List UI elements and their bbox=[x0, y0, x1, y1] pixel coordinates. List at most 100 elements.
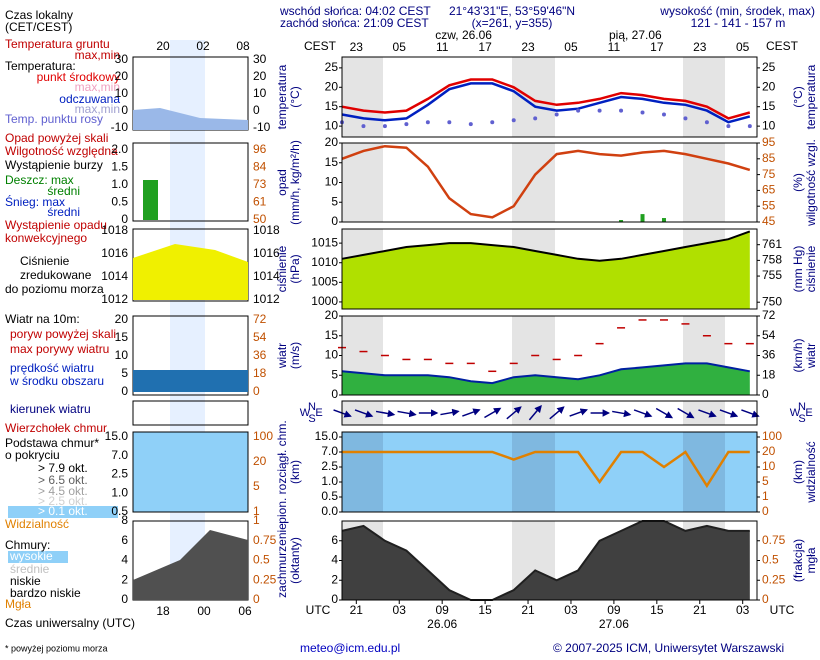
mini-tick-label: 1.0 bbox=[111, 485, 128, 499]
legend-text: Podstawa chmur* bbox=[5, 436, 99, 450]
legend-text: (CET/CEST) bbox=[5, 20, 72, 34]
mini-tick-label: 10 bbox=[115, 348, 129, 362]
series-dot bbox=[726, 124, 731, 129]
legend-text: odczuwana bbox=[59, 92, 120, 106]
legend-text: Wystąpienie burzy bbox=[5, 158, 103, 172]
mini-tick-label: 1018 bbox=[253, 223, 280, 237]
x-tick-label: 23 bbox=[521, 40, 535, 54]
y2-tick-label: 75 bbox=[762, 167, 776, 181]
mini-tick-label: 8 bbox=[121, 513, 128, 527]
y2-tick-label: 15 bbox=[762, 99, 776, 113]
mini-tick-label: 100 bbox=[253, 429, 273, 443]
series-dot bbox=[361, 124, 366, 129]
legend-text: Wystąpienie opadu bbox=[5, 218, 107, 232]
mini-tick-label: 20 bbox=[115, 312, 129, 326]
series-bar bbox=[619, 220, 624, 222]
y2-tick-label: 750 bbox=[762, 294, 782, 308]
legend-text: max,min bbox=[75, 102, 120, 116]
mini-tick-label: 0.5 bbox=[111, 504, 128, 518]
legend-text: max,min bbox=[75, 48, 120, 62]
series-dot bbox=[404, 122, 409, 127]
legend-text: Wierzchołek chmur bbox=[5, 421, 107, 435]
time-unit: UTC bbox=[770, 603, 795, 617]
mini-tick-label: 0.5 bbox=[111, 195, 128, 209]
y-tick-label: 6 bbox=[331, 533, 338, 547]
legend-text: do poziomu morza bbox=[5, 282, 104, 296]
y2-tick-label: 5 bbox=[762, 474, 769, 488]
legend-text: > 7.9 okt. bbox=[38, 461, 88, 475]
series-bar bbox=[640, 214, 645, 222]
mini-tick-label: 1014 bbox=[253, 269, 280, 283]
date-label: 27.06 bbox=[599, 617, 629, 631]
legend-text: prędkość wiatru bbox=[10, 361, 94, 375]
wind-arrow bbox=[354, 409, 374, 418]
y2-tick-label: 95 bbox=[762, 135, 776, 149]
mini-area bbox=[133, 370, 248, 392]
series-dot bbox=[447, 120, 452, 125]
panel-frame bbox=[341, 56, 758, 138]
compass: N bbox=[308, 401, 316, 413]
x-tick-label: 17 bbox=[650, 40, 664, 54]
x-tick-label: 15 bbox=[650, 603, 664, 617]
email[interactable]: meteo@icm.edu.pl bbox=[300, 641, 400, 655]
time-unit: UTC bbox=[306, 603, 331, 617]
mini-tick-label: -10 bbox=[253, 120, 271, 134]
legend-text: wysokie bbox=[9, 549, 53, 563]
mini-hour: 08 bbox=[236, 39, 250, 53]
x-tick-label: 17 bbox=[478, 40, 492, 54]
y2-tick-label: 0 bbox=[762, 387, 769, 401]
series-line bbox=[341, 144, 751, 219]
legend-text: Śnieg: max bbox=[5, 194, 65, 209]
legend-text: kierunek wiatru bbox=[10, 402, 91, 416]
y-axis-title: (m/s) bbox=[288, 342, 302, 369]
series-line bbox=[341, 82, 751, 124]
mini-tick-label: 30 bbox=[115, 52, 129, 66]
y2-tick-label: 761 bbox=[762, 237, 782, 251]
compass: W bbox=[300, 407, 311, 419]
date-label: pią, 27.06 bbox=[609, 28, 662, 42]
mini-tick-label: 1016 bbox=[253, 246, 280, 260]
compass: E bbox=[315, 407, 322, 419]
mini-tick-label: -10 bbox=[111, 120, 129, 134]
mini-tick-label: 1 bbox=[253, 513, 260, 527]
y-tick-label: 15 bbox=[325, 328, 339, 342]
series-line bbox=[341, 362, 750, 385]
y-axis-title: pion. rozciągł. chm. bbox=[275, 420, 289, 523]
mini-tick-label: 96 bbox=[253, 142, 267, 156]
mini-tick-label: 7.0 bbox=[111, 448, 128, 462]
wind-arrow bbox=[549, 406, 565, 420]
legend-text: Deszcz: max bbox=[5, 173, 74, 187]
night-band bbox=[342, 57, 383, 137]
mini-frame bbox=[132, 315, 249, 396]
mini-frame bbox=[132, 142, 249, 222]
sunrise: wschód słońca: 04:02 CEST bbox=[279, 4, 431, 18]
y-axis-title: (hPa) bbox=[288, 254, 302, 283]
series-dot bbox=[661, 112, 666, 117]
wind-arrow bbox=[633, 409, 653, 418]
y-axis-title: zachmurzenie bbox=[275, 523, 289, 598]
y-axis-title: ciśnienie bbox=[275, 245, 289, 292]
y-axis-title: (mm/h, kg/m²/h) bbox=[288, 140, 302, 225]
mini-hour: 02 bbox=[196, 39, 210, 53]
y-tick-label: 25 bbox=[325, 60, 339, 74]
x-tick-label: 11 bbox=[436, 40, 449, 54]
mini-tick-label: 20 bbox=[253, 454, 267, 468]
y2-axis-title: wiatr bbox=[804, 343, 818, 369]
sunset: zachód słońca: 21:09 CEST bbox=[280, 16, 429, 30]
mini-tick-label: 30 bbox=[253, 52, 267, 66]
y2-axis-title: mgła bbox=[804, 547, 818, 573]
mini-tick-label: 1016 bbox=[101, 246, 128, 260]
wind-arrow bbox=[375, 409, 396, 418]
legend-text: Widzialność bbox=[5, 517, 69, 531]
y-axis-title: wiatr bbox=[275, 343, 289, 369]
mini-tick-label: 72 bbox=[253, 312, 267, 326]
y-tick-label: 1010 bbox=[311, 255, 338, 269]
grid-point: (x=261, y=355) bbox=[472, 16, 553, 30]
y-tick-label: 4 bbox=[331, 553, 338, 567]
mini-tick-label: 50 bbox=[253, 212, 267, 226]
series-line bbox=[341, 78, 751, 120]
elevation-label: wysokość (min, środek, max) bbox=[659, 4, 815, 18]
y2-tick-label: 54 bbox=[762, 328, 776, 342]
wind-arrow bbox=[569, 408, 588, 417]
